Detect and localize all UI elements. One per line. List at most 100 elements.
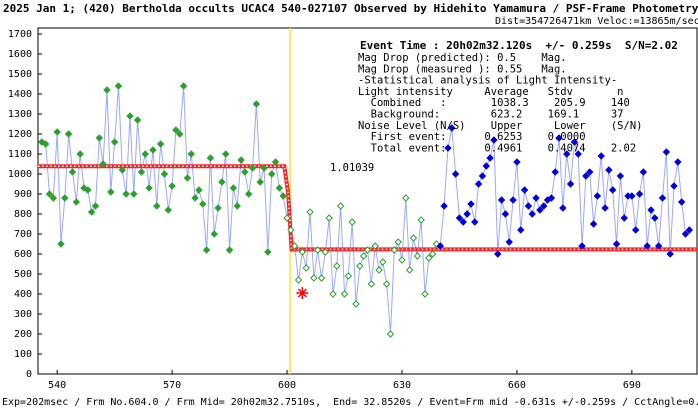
- data-point: [275, 184, 284, 192]
- data-point: [520, 186, 529, 194]
- data-point: [605, 166, 613, 174]
- info-line: Mag Drop (predicted): 0.5 Mag.: [358, 52, 567, 64]
- data-point: [643, 242, 651, 250]
- data-point: [589, 220, 598, 228]
- y-tick-label: 0: [26, 369, 32, 380]
- data-point: [241, 168, 249, 176]
- data-point: [302, 264, 310, 272]
- data-point: [218, 178, 226, 186]
- y-tick-label: 1300: [8, 109, 32, 120]
- data-point: [271, 158, 280, 166]
- data-point: [612, 240, 621, 248]
- data-point: [64, 130, 73, 138]
- data-point: [340, 290, 349, 298]
- data-point: [597, 152, 605, 160]
- data-point: [662, 148, 671, 156]
- data-point: [547, 194, 556, 202]
- data-point: [195, 186, 203, 194]
- y-tick-label: 600: [14, 249, 32, 260]
- y-tick-label: 700: [14, 229, 32, 240]
- data-point: [609, 186, 617, 194]
- data-point: [72, 198, 81, 206]
- plot-frame: [37, 27, 698, 375]
- data-point: [505, 238, 513, 246]
- data-point: [474, 180, 483, 188]
- data-point: [628, 192, 636, 200]
- x-tick-label: 690: [623, 380, 641, 391]
- data-point: [214, 204, 222, 212]
- data-point: [252, 100, 261, 108]
- y-tick-label: 1500: [8, 69, 32, 80]
- data-point: [463, 210, 471, 218]
- data-point: [379, 258, 387, 266]
- info-line: Total event: 0.4961 0.4074 2.02: [358, 142, 636, 154]
- data-point: [528, 210, 536, 218]
- data-point: [666, 250, 674, 258]
- data-point: [348, 218, 356, 226]
- data-point: [45, 190, 54, 198]
- data-point: [202, 246, 211, 254]
- data-point: [110, 138, 119, 146]
- data-point: [344, 272, 353, 280]
- data-point: [313, 246, 322, 254]
- data-point: [524, 202, 533, 210]
- data-point: [329, 290, 337, 298]
- y-tick-label: 1700: [8, 29, 32, 40]
- data-point: [248, 164, 257, 172]
- data-point: [635, 190, 644, 198]
- data-point: [130, 190, 138, 198]
- data-point: [183, 174, 192, 182]
- data-point: [582, 172, 590, 180]
- data-point: [160, 170, 169, 178]
- data-point: [294, 276, 303, 284]
- info-line: Noise Level (N/S) Upper Lower (S/N): [358, 120, 642, 132]
- y-tick-label: 900: [14, 189, 32, 200]
- data-point: [352, 300, 360, 308]
- data-point: [95, 134, 104, 142]
- data-point: [91, 202, 100, 210]
- data-point: [61, 194, 69, 202]
- light-curve-line: [41, 85, 690, 335]
- data-point: [440, 202, 448, 210]
- data-point: [409, 234, 418, 242]
- data-point: [199, 200, 207, 208]
- data-point: [509, 196, 517, 204]
- data-point: [306, 208, 314, 216]
- data-point: [654, 242, 663, 250]
- data-point: [153, 202, 161, 210]
- data-point: [367, 280, 376, 288]
- data-point: [444, 144, 452, 152]
- data-point: [137, 168, 146, 176]
- data-point: [76, 150, 84, 158]
- data-point: [321, 248, 330, 256]
- y-tick-label: 100: [14, 349, 32, 360]
- model-line-dots: [38, 165, 697, 251]
- data-point: [290, 242, 299, 250]
- data-point: [639, 168, 648, 176]
- data-point: [84, 186, 92, 194]
- chart-title: 2025 Jan 1; (420) Bertholda occults UCAC…: [3, 2, 698, 15]
- data-point: [532, 194, 540, 202]
- data-point: [670, 182, 678, 190]
- data-point: [164, 206, 172, 214]
- x-tick-label: 570: [163, 380, 181, 391]
- data-point: [68, 168, 77, 176]
- data-point: [279, 192, 287, 200]
- footer: Exp=202msec / Frm No.604.0 / Frm Mid= 20…: [2, 397, 698, 408]
- y-tick-label: 400: [14, 289, 32, 300]
- data-point: [118, 166, 126, 174]
- x-tick-label: 630: [393, 380, 411, 391]
- data-point: [264, 248, 272, 256]
- data-point: [436, 242, 445, 250]
- data-point: [494, 250, 502, 258]
- data-point: [417, 216, 425, 224]
- data-point: [126, 112, 134, 120]
- data-point: [386, 330, 395, 338]
- data-point: [141, 150, 149, 158]
- data-point: [425, 254, 433, 262]
- data-point: [172, 126, 180, 134]
- data-point: [210, 230, 218, 238]
- data-point: [333, 262, 341, 270]
- data-point: [359, 252, 368, 260]
- data-point: [540, 202, 548, 210]
